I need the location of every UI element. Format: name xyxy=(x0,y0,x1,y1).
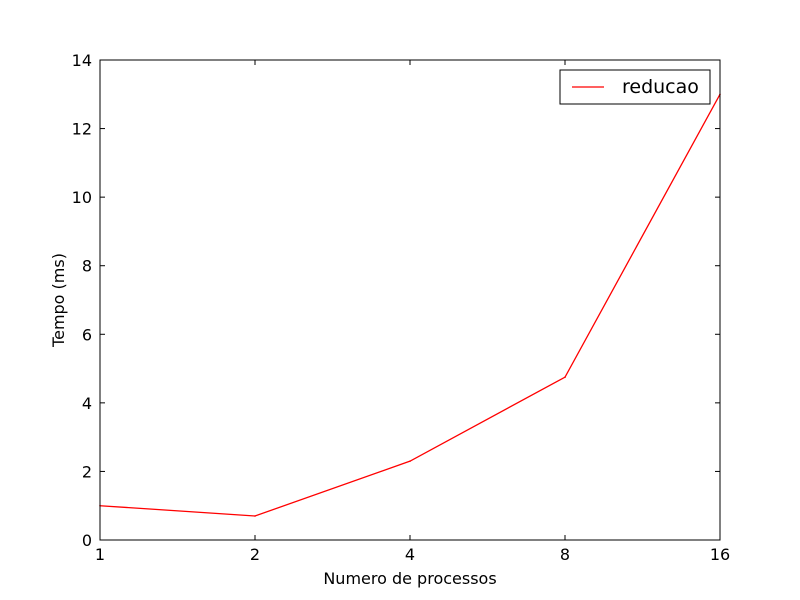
x-axis-label: Numero de processos xyxy=(323,569,496,588)
data-point-reducao-8 xyxy=(564,376,566,378)
y-tick-label-8: 8 xyxy=(82,257,92,276)
y-tick-label-0: 0 xyxy=(82,531,92,550)
y-tick-label-6: 6 xyxy=(82,325,92,344)
y-axis-label: Tempo (ms) xyxy=(49,253,68,348)
x-tick-label-1: 1 xyxy=(95,545,105,564)
x-tick-label-16: 16 xyxy=(710,545,730,564)
y-tick-label-12: 12 xyxy=(72,120,92,139)
y-tick-label-14: 14 xyxy=(72,51,92,70)
x-tick-label-8: 8 xyxy=(560,545,570,564)
x-tick-label-4: 4 xyxy=(405,545,415,564)
y-tick-label-10: 10 xyxy=(72,188,92,207)
data-point-reducao-2 xyxy=(254,515,256,517)
y-tick-label-4: 4 xyxy=(82,394,92,413)
legend-label-reducao: reducao xyxy=(622,76,699,98)
x-tick-label-2: 2 xyxy=(250,545,260,564)
legend: reducao xyxy=(559,69,711,105)
y-tick-label-2: 2 xyxy=(82,462,92,481)
plot-frame xyxy=(99,59,721,541)
data-point-reducao-4 xyxy=(409,460,411,462)
